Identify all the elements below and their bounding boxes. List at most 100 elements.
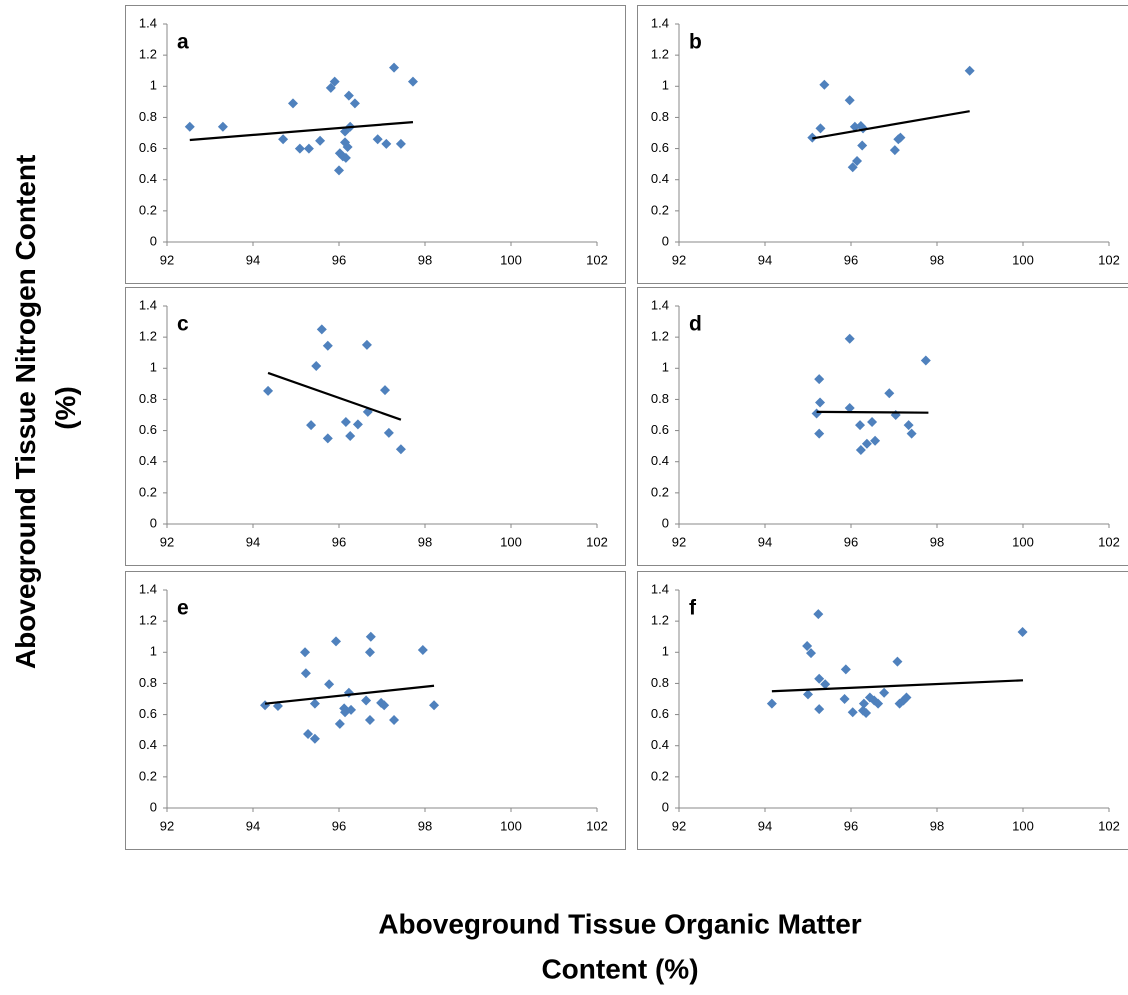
data-point xyxy=(295,144,305,154)
data-point xyxy=(892,657,902,667)
data-point xyxy=(384,428,394,438)
y-tick-label: 0.2 xyxy=(651,768,669,783)
y-tick-label: 0.8 xyxy=(651,675,669,690)
data-point xyxy=(814,429,824,439)
data-point xyxy=(361,696,371,706)
y-tick-label: 1.2 xyxy=(651,329,669,344)
x-tick-label: 92 xyxy=(672,252,686,267)
y-tick-label: 0.2 xyxy=(139,484,157,499)
x-tick-label: 92 xyxy=(160,818,174,833)
x-tick-label: 98 xyxy=(930,252,944,267)
data-point xyxy=(323,433,333,443)
y-axis-title-line: (%) xyxy=(50,386,81,430)
x-tick-label: 92 xyxy=(672,534,686,549)
data-point xyxy=(323,341,333,351)
x-tick-label: 100 xyxy=(1012,818,1034,833)
data-point xyxy=(350,98,360,108)
data-point xyxy=(311,361,321,371)
data-point xyxy=(304,144,314,154)
y-tick-label: 1.2 xyxy=(139,613,157,628)
x-tick-label: 98 xyxy=(930,534,944,549)
y-tick-label: 1.4 xyxy=(651,297,669,312)
data-point xyxy=(408,77,418,87)
data-point xyxy=(260,700,270,710)
x-tick-label: 96 xyxy=(844,534,858,549)
y-tick-label: 1 xyxy=(150,78,157,93)
x-axis-title: Aboveground Tissue Organic Matter xyxy=(378,908,861,939)
y-tick-label: 0.8 xyxy=(139,109,157,124)
x-tick-label: 98 xyxy=(418,818,432,833)
y-tick-label: 0 xyxy=(150,515,157,530)
data-point xyxy=(335,719,345,729)
x-tick-label: 102 xyxy=(1098,534,1120,549)
data-point xyxy=(819,80,829,90)
data-point xyxy=(848,707,858,717)
y-tick-label: 1.4 xyxy=(651,581,669,596)
data-point xyxy=(185,122,195,132)
panel-label: a xyxy=(177,31,189,54)
x-tick-label: 96 xyxy=(332,534,346,549)
y-tick-label: 0 xyxy=(150,799,157,814)
y-tick-label: 1 xyxy=(150,644,157,659)
x-tick-label: 92 xyxy=(160,252,174,267)
data-point xyxy=(344,91,354,101)
y-tick-label: 0.6 xyxy=(139,422,157,437)
data-point xyxy=(218,122,228,132)
y-tick-label: 1.4 xyxy=(139,581,157,596)
x-tick-label: 102 xyxy=(586,252,608,267)
data-point xyxy=(366,632,376,642)
y-tick-label: 0 xyxy=(662,233,669,248)
panel-label: b xyxy=(689,31,702,54)
x-tick-label: 96 xyxy=(332,252,346,267)
y-tick-label: 0 xyxy=(662,515,669,530)
data-point xyxy=(324,679,334,689)
data-point xyxy=(344,688,354,698)
panel-label: e xyxy=(177,597,189,620)
y-tick-label: 0 xyxy=(150,233,157,248)
x-tick-label: 100 xyxy=(500,818,522,833)
x-tick-label: 100 xyxy=(500,534,522,549)
y-tick-label: 0 xyxy=(662,799,669,814)
y-tick-label: 0.6 xyxy=(651,140,669,155)
x-tick-label: 92 xyxy=(160,534,174,549)
data-point xyxy=(389,63,399,73)
data-point xyxy=(381,139,391,149)
y-tick-label: 1 xyxy=(662,360,669,375)
x-tick-label: 100 xyxy=(500,252,522,267)
data-point xyxy=(380,385,390,395)
x-tick-label: 98 xyxy=(930,818,944,833)
panel-label: f xyxy=(689,597,697,620)
x-tick-label: 94 xyxy=(758,252,772,267)
y-tick-label: 0.8 xyxy=(651,391,669,406)
y-tick-label: 1.4 xyxy=(139,297,157,312)
data-point xyxy=(373,134,383,144)
data-point xyxy=(315,136,325,146)
y-tick-label: 0.6 xyxy=(139,140,157,155)
y-axis-title: Aboveground Tissue Nitrogen Content (%) xyxy=(10,147,81,669)
data-point xyxy=(814,704,824,714)
x-tick-label: 96 xyxy=(844,818,858,833)
y-tick-label: 0.2 xyxy=(651,484,669,499)
y-tick-label: 1.2 xyxy=(139,329,157,344)
data-point xyxy=(362,340,372,350)
data-point xyxy=(814,374,824,384)
y-tick-label: 1.4 xyxy=(651,15,669,30)
data-point xyxy=(921,356,931,366)
x-tick-label: 100 xyxy=(1012,252,1034,267)
data-point xyxy=(840,694,850,704)
data-point xyxy=(841,664,851,674)
data-point xyxy=(429,700,439,710)
data-point xyxy=(862,439,872,449)
trend-line xyxy=(772,680,1023,691)
data-point xyxy=(389,715,399,725)
y-tick-label: 0.4 xyxy=(651,171,669,186)
data-point xyxy=(306,420,316,430)
x-tick-label: 98 xyxy=(418,534,432,549)
data-point xyxy=(365,647,375,657)
x-tick-label: 102 xyxy=(1098,818,1120,833)
data-point xyxy=(855,420,865,430)
data-point xyxy=(353,419,363,429)
y-axis-title-line: Aboveground Tissue Nitrogen Content xyxy=(10,155,41,669)
trend-line xyxy=(817,412,929,413)
